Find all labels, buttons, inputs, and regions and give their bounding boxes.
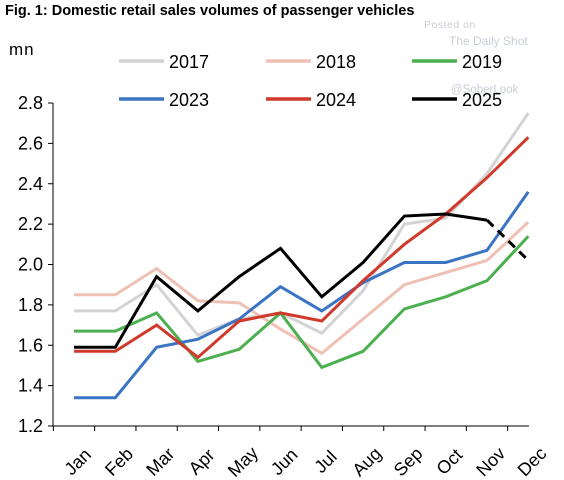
series-line-2025-dashed xyxy=(485,219,530,262)
legend-label-2025: 2025 xyxy=(462,90,502,110)
series-line-2019 xyxy=(74,235,530,370)
y-tick-label: 1.6 xyxy=(18,335,43,355)
x-tick-label: Aug xyxy=(348,443,385,480)
series-lines xyxy=(74,112,530,400)
x-tick-label: Feb xyxy=(101,444,137,480)
y-unit-label: mn xyxy=(9,40,35,59)
y-tick-label: 2.6 xyxy=(18,133,43,153)
x-tick-label: Sep xyxy=(390,443,427,480)
y-tick-label: 2.8 xyxy=(18,93,43,113)
y-tick-label: 2.2 xyxy=(18,214,43,234)
y-tick-label: 2.4 xyxy=(18,174,43,194)
x-tick-label: Oct xyxy=(432,445,466,479)
x-tick-label: May xyxy=(224,443,262,480)
legend-label-2018: 2018 xyxy=(316,52,356,72)
legend-label-2024: 2024 xyxy=(316,90,356,110)
legend: 2017 2018 2019 2023 2024 2025 xyxy=(119,52,502,110)
watermark-site: The Daily Shot xyxy=(449,34,528,48)
y-tick-label: 2.0 xyxy=(18,255,43,275)
y-tick-label: 1.8 xyxy=(18,295,43,315)
series-line-2024 xyxy=(74,136,530,360)
watermark-posted: Posted on xyxy=(424,19,476,31)
watermark-handle: @SoberLook xyxy=(451,84,519,96)
legend-label-2019: 2019 xyxy=(462,52,502,72)
legend-label-2023: 2023 xyxy=(169,90,209,110)
x-tick-label: Jun xyxy=(267,444,302,479)
x-tick-label: Jul xyxy=(310,447,340,477)
series-line-2023 xyxy=(74,190,530,400)
x-tick-label: Apr xyxy=(185,445,219,479)
series-line-2025 xyxy=(74,212,488,349)
x-tick-label: Jan xyxy=(60,444,95,479)
chart-title: Fig. 1: Domestic retail sales volumes of… xyxy=(5,3,415,19)
y-tick-label: 1.2 xyxy=(18,416,43,436)
y-tick-label: 1.4 xyxy=(18,376,43,396)
x-tick-label: Nov xyxy=(472,443,509,480)
x-tick-label: Dec xyxy=(514,443,551,480)
x-tick-label: Mar xyxy=(142,444,178,480)
legend-label-2017: 2017 xyxy=(169,52,209,72)
